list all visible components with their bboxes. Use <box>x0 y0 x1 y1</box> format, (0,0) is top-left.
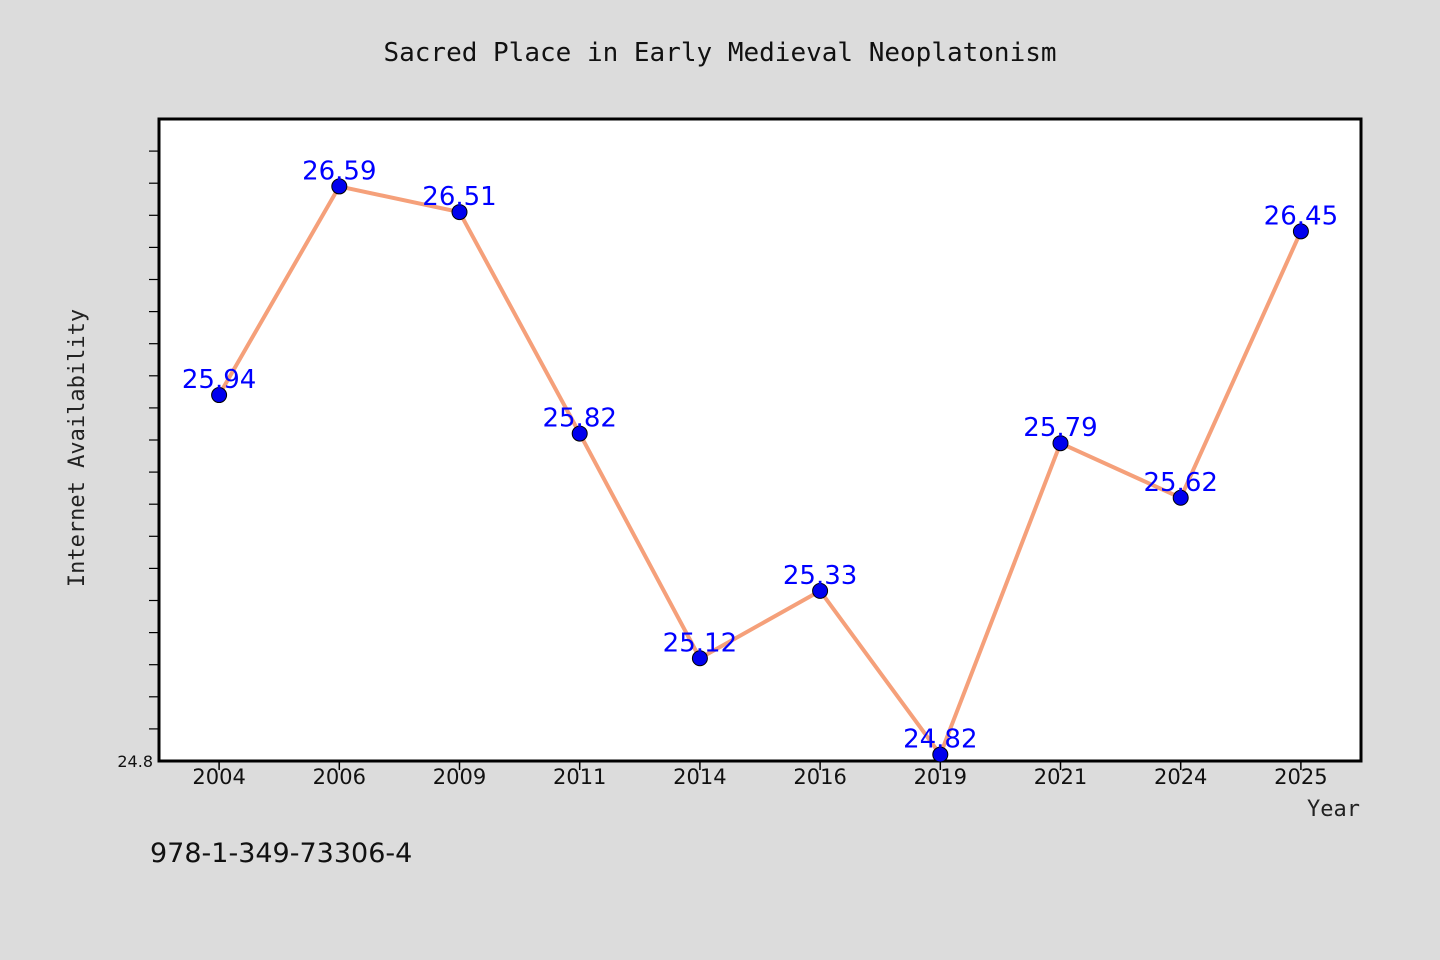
x-tick-label: 2014 <box>673 765 726 789</box>
data-label: 26.51 <box>422 182 496 212</box>
data-label: 25.79 <box>1023 413 1097 443</box>
y-axis-ticks: 24.8 <box>117 150 159 771</box>
x-tick-label: 2004 <box>192 765 245 789</box>
data-point <box>932 746 949 763</box>
data-label: 26.59 <box>302 156 376 186</box>
x-tick-label: 2024 <box>1154 765 1207 789</box>
data-point <box>451 204 468 221</box>
data-label: 25.33 <box>783 561 857 591</box>
y-tick-label: 24.8 <box>117 752 153 771</box>
data-label: 24.82 <box>903 725 977 755</box>
data-point <box>1172 489 1189 506</box>
x-tick-label: 2016 <box>793 765 846 789</box>
x-tick-label: 2021 <box>1034 765 1087 789</box>
x-axis-label: Year <box>1307 797 1360 822</box>
x-tick-label: 2025 <box>1274 765 1327 789</box>
x-axis-ticks: 2004 2006 2009 2011 2014 2016 2019 2021 2024 2025 <box>192 761 1328 789</box>
series-line <box>217 184 1303 757</box>
data-label: 25.62 <box>1143 468 1217 498</box>
data-point <box>1052 435 1069 452</box>
series-layer: 25.94 26.59 26.51 25.82 25.12 25.33 24.82 25.79… <box>182 156 1338 763</box>
data-point <box>812 582 829 599</box>
chart-title: Sacred Place in Early Medieval Neoplaton… <box>383 38 1056 68</box>
x-tick-label: 2009 <box>433 765 486 789</box>
data-label: 25.94 <box>182 365 256 395</box>
plot-area <box>157 117 1363 763</box>
data-label: 25.12 <box>663 628 737 658</box>
data-label: 25.82 <box>542 404 616 434</box>
data-point <box>1292 223 1309 240</box>
isbn-text: 978-1-349-73306-4 <box>150 838 412 869</box>
data-point <box>571 425 588 442</box>
data-point <box>691 650 708 667</box>
data-point <box>331 178 348 195</box>
x-tick-label: 2011 <box>553 765 606 789</box>
x-tick-label: 2019 <box>914 765 967 789</box>
data-label: 26.45 <box>1264 201 1338 231</box>
data-point <box>211 387 228 404</box>
y-axis-label: Internet Availability <box>65 309 90 587</box>
x-tick-label: 2006 <box>313 765 366 789</box>
